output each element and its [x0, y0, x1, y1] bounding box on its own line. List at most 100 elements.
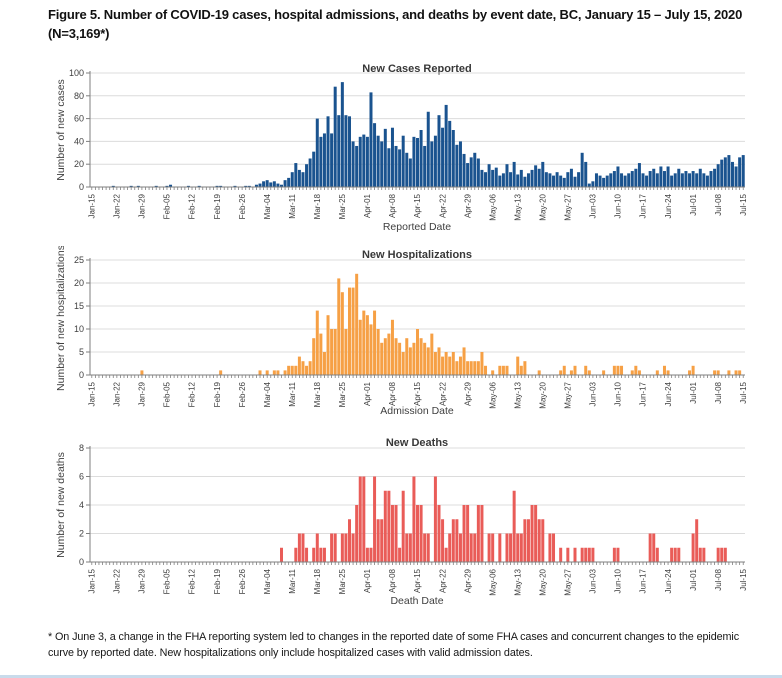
bar [433, 135, 437, 187]
bar [620, 365, 624, 375]
bar [741, 155, 745, 187]
bar [351, 141, 355, 187]
bar [720, 159, 724, 187]
bar [383, 128, 387, 187]
x-tick-label: Jun-17 [639, 381, 648, 406]
bar [652, 168, 656, 187]
bar [412, 476, 416, 562]
bar [297, 533, 301, 562]
bar [362, 310, 366, 375]
bar [373, 476, 377, 562]
bar [602, 177, 606, 187]
bar [702, 173, 706, 187]
bar [723, 547, 727, 562]
bar [458, 356, 462, 375]
bar [670, 547, 674, 562]
bar [315, 533, 319, 562]
cases-chart: New Cases Reported Number of new cases 0… [55, 63, 748, 233]
bar [469, 361, 473, 375]
bar [734, 166, 738, 187]
bar [169, 184, 173, 187]
y-tick-label: 15 [74, 301, 84, 311]
bar [416, 505, 420, 562]
bar [698, 168, 702, 187]
bar [620, 173, 624, 187]
x-tick-label: Mar-04 [263, 381, 272, 407]
x-tick-label: May-27 [564, 381, 573, 408]
x-tick-label: Jan-22 [113, 568, 122, 593]
bar [612, 547, 616, 562]
bar [466, 505, 470, 562]
x-tick-label: Apr-01 [363, 193, 372, 218]
y-tick-label: 20 [74, 278, 84, 288]
bar [269, 182, 273, 187]
bar [430, 141, 434, 187]
bar [444, 352, 448, 375]
bar [501, 173, 505, 187]
cases-chart-title: New Cases Reported [362, 63, 471, 75]
x-tick-label: Feb-26 [238, 568, 247, 594]
bar [709, 171, 713, 187]
x-tick-label: Feb-19 [213, 381, 222, 407]
bar [587, 370, 591, 375]
x-tick-label: May-06 [488, 381, 497, 408]
bar [616, 547, 620, 562]
bar [559, 547, 563, 562]
x-tick-label: Jul-01 [689, 193, 698, 215]
bar [627, 173, 631, 187]
y-tick-label: 6 [79, 472, 84, 482]
bar [326, 116, 330, 187]
bar [580, 152, 584, 187]
bar [380, 141, 384, 187]
bar [713, 370, 717, 375]
y-tick-label: 10 [74, 324, 84, 334]
bar [272, 370, 276, 375]
bar [616, 365, 620, 375]
bar [340, 533, 344, 562]
bar [408, 533, 412, 562]
bar [537, 519, 541, 562]
bar [280, 184, 283, 187]
x-tick-label: Apr-01 [363, 381, 372, 406]
x-tick-label: May-27 [564, 193, 573, 220]
bar [612, 365, 616, 375]
bar [387, 148, 391, 187]
bar [383, 490, 387, 562]
bar [727, 155, 731, 187]
y-tick-label: 25 [74, 255, 84, 265]
bar [337, 115, 341, 187]
bar [319, 136, 323, 187]
deaths-x-axis-label: Death Date [390, 595, 443, 607]
bar [487, 533, 491, 562]
bar [505, 533, 509, 562]
bar [480, 505, 484, 562]
bar [659, 166, 663, 187]
bar [469, 157, 473, 187]
bar [348, 287, 351, 375]
figure-title-text: Number of COVID-19 cases, hospital admis… [100, 7, 743, 22]
bar [598, 175, 602, 187]
bar [480, 169, 484, 187]
bar [541, 161, 545, 187]
x-tick-label: Jun-17 [639, 193, 648, 218]
bar [423, 145, 427, 187]
bar [330, 533, 334, 562]
hosp-x-axis-label: Admission Date [380, 405, 454, 417]
bar [322, 352, 326, 375]
x-tick-label: May-13 [513, 381, 522, 408]
bar [451, 352, 455, 375]
bar [365, 547, 369, 562]
bar [412, 136, 416, 187]
bar [129, 185, 133, 187]
bar [648, 533, 652, 562]
x-tick-label: Mar-04 [263, 568, 272, 594]
bar [705, 175, 709, 187]
bar [695, 173, 699, 187]
bar [702, 547, 706, 562]
bar [441, 519, 445, 562]
x-tick-label: Feb-26 [238, 193, 247, 219]
x-tick-label: Apr-08 [388, 568, 397, 593]
y-tick-label: 0 [79, 557, 84, 567]
footnote: * On June 3, a change in the FHA reporti… [48, 631, 740, 660]
bar [283, 180, 287, 187]
